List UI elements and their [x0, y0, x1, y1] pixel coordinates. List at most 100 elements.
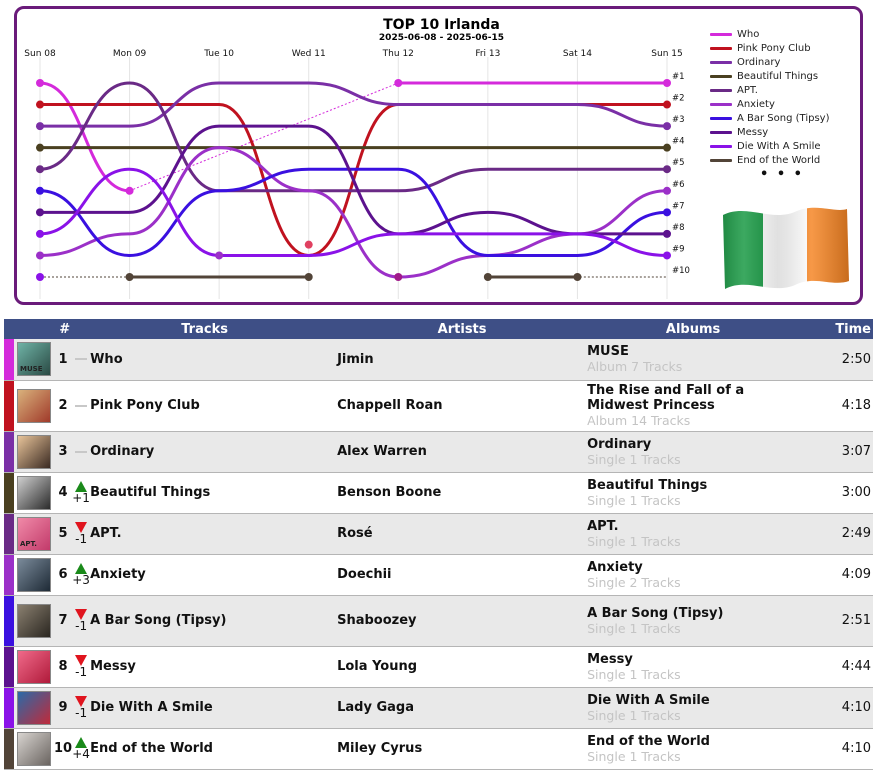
track-title[interactable]: Die With A Smile	[90, 687, 338, 729]
album-name: APT.	[587, 518, 619, 534]
album-cell[interactable]: A Bar Song (Tipsy) Single 1 Tracks	[587, 595, 800, 647]
album-cover-image[interactable]	[17, 557, 51, 592]
tracks-table: # Tracks Artists Albums Time MUSE 1 Who Jim…	[4, 319, 873, 770]
table-row[interactable]: 2 Pink Pony Club Chappell Roan The Rise and…	[4, 380, 873, 432]
table-row[interactable]: 7 -1 A Bar Song (Tipsy) Shaboozey A Bar Song…	[4, 595, 873, 647]
table-row[interactable]: 9 -1 Die With A Smile Lady Gaga Die With A S…	[4, 687, 873, 729]
legend-label: Die With A Smile	[737, 140, 821, 152]
row-color-stripe	[4, 728, 14, 770]
artist-name[interactable]: Miley Cyrus	[337, 728, 588, 770]
album-cell[interactable]: Anxiety Single 2 Tracks	[587, 554, 800, 596]
rank-change: -1	[75, 619, 88, 633]
y-tick-label: #2	[672, 94, 685, 104]
legend-item: Anxiety	[710, 97, 830, 111]
rank-chart-plot: Sun 08 Mon 09 Tue 10 Wed 11 Thu 12 Fri 13 Sat …	[24, 49, 690, 299]
album-info: Single 1 Tracks	[587, 620, 681, 636]
album-cover-image[interactable]	[17, 731, 51, 766]
series-point	[663, 165, 671, 174]
album-name: The Rise and Fall of a Midwest Princess	[587, 383, 745, 413]
rank-number: 4	[54, 472, 73, 514]
rank-change-cell: +4	[72, 728, 91, 770]
album-cell[interactable]: APT. Single 1 Tracks	[587, 513, 800, 555]
table-row[interactable]: MUSE 1 Who Jimin MUSE Album 7 Tracks 2:50	[4, 339, 873, 381]
rank-down-icon	[75, 522, 88, 533]
track-title[interactable]: Who	[90, 339, 338, 381]
rank-down-icon	[75, 696, 88, 707]
artist-name[interactable]: Alex Warren	[337, 431, 588, 473]
album-cell[interactable]: The Rise and Fall of a Midwest Princess A…	[587, 380, 800, 432]
rank-change: +4	[72, 747, 90, 761]
table-row[interactable]: APT. 5 -1 APT. Rosé APT. Single 1 Tracks 2:49	[4, 513, 873, 555]
series-line	[40, 81, 668, 128]
artist-name[interactable]: Doechii	[337, 554, 588, 596]
album-cover-image[interactable]	[17, 603, 51, 638]
y-tick-label: #8	[672, 223, 685, 233]
series-point	[663, 229, 671, 238]
rank-change-cell	[72, 431, 91, 473]
rank-header: #	[4, 319, 73, 339]
series-point	[215, 251, 224, 260]
album-name: A Bar Song (Tipsy)	[587, 605, 724, 621]
album-cell[interactable]: Ordinary Single 1 Tracks	[587, 431, 800, 473]
album-info: Single 1 Tracks	[587, 451, 681, 467]
album-cell[interactable]: Messy Single 1 Tracks	[587, 646, 800, 688]
series-dotted-line	[129, 82, 399, 192]
track-title[interactable]: Anxiety	[90, 554, 338, 596]
series-point	[663, 100, 671, 109]
series-point	[36, 79, 44, 87]
rank-change-cell: +1	[72, 472, 91, 514]
track-title[interactable]: Messy	[90, 646, 338, 688]
row-color-stripe	[4, 339, 14, 381]
rank-change-cell: -1	[72, 513, 91, 555]
row-color-stripe	[4, 554, 14, 596]
track-title[interactable]: Pink Pony Club	[90, 380, 338, 432]
x-tick-label: Fri 13	[475, 49, 500, 59]
track-title[interactable]: Beautiful Things	[90, 472, 338, 514]
track-time: 4:09	[799, 554, 873, 596]
artist-name[interactable]: Rosé	[337, 513, 588, 555]
track-title[interactable]: End of the World	[90, 728, 338, 770]
album-cover-image[interactable]	[17, 388, 51, 423]
series-point	[36, 273, 44, 281]
table-row[interactable]: 3 Ordinary Alex Warren Ordinary Single 1 Tra…	[4, 431, 873, 473]
artist-name[interactable]: Lola Young	[337, 646, 588, 688]
y-tick-label: #10	[672, 266, 690, 276]
artist-name[interactable]: Benson Boone	[337, 472, 588, 514]
table-row[interactable]: 8 -1 Messy Lola Young Messy Single 1 Tracks 4:…	[4, 646, 873, 688]
table-row[interactable]: 6 +3 Anxiety Doechii Anxiety Single 2 Tracks 4…	[4, 554, 873, 596]
table-row[interactable]: 10 +4 End of the World Miley Cyrus End of th…	[4, 728, 873, 770]
album-name: Ordinary	[587, 436, 652, 452]
artist-name[interactable]: Jimin	[337, 339, 588, 381]
album-cover-image[interactable]: APT.	[17, 516, 51, 551]
album-cover-image[interactable]	[17, 475, 51, 510]
artist-name[interactable]: Lady Gaga	[337, 687, 588, 729]
y-tick-label: #6	[672, 180, 685, 190]
album-cover-image[interactable]	[17, 649, 51, 684]
table-row[interactable]: 4 +1 Beautiful Things Benson Boone Beautiful…	[4, 472, 873, 514]
album-cell[interactable]: Beautiful Things Single 1 Tracks	[587, 472, 800, 514]
track-time: 4:10	[799, 728, 873, 770]
series-point	[663, 186, 671, 195]
rank-up-icon	[75, 737, 88, 748]
series-line	[39, 81, 667, 193]
ireland-flag-icon	[717, 201, 852, 299]
rank-change-cell: +3	[72, 554, 91, 596]
album-cell[interactable]: Die With A Smile Single 1 Tracks	[587, 687, 800, 729]
artist-name[interactable]: Shaboozey	[337, 595, 588, 647]
album-cell[interactable]: MUSE Album 7 Tracks	[587, 339, 800, 381]
track-title[interactable]: Ordinary	[90, 431, 338, 473]
album-cover-image[interactable]	[17, 690, 51, 725]
album-cell[interactable]: End of the World Single 1 Tracks	[587, 728, 800, 770]
series-point	[36, 251, 44, 260]
album-cover-image[interactable]	[17, 434, 51, 469]
artist-name[interactable]: Chappell Roan	[337, 380, 588, 432]
rank-change-cell	[72, 380, 91, 432]
rank-change-cell: -1	[72, 687, 91, 729]
rank-number: 10	[54, 728, 73, 770]
row-color-stripe	[4, 513, 14, 555]
track-title[interactable]: APT.	[90, 513, 338, 555]
legend-swatch	[710, 60, 732, 64]
track-title[interactable]: A Bar Song (Tipsy)	[90, 595, 338, 647]
album-cover-image[interactable]: MUSE	[17, 342, 51, 377]
rank-number: 6	[54, 554, 73, 596]
